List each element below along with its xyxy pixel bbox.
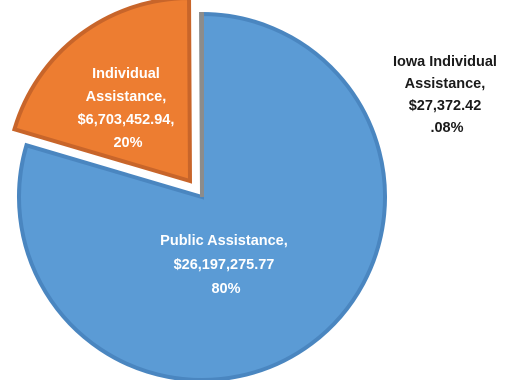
label-line: $6,703,452.94, — [78, 112, 175, 128]
slices-layer — [11, 0, 387, 380]
slice-label-iowa-individual-assistance: Iowa Individual Assistance, $27,372.42 .… — [393, 54, 501, 136]
labels-layer: Public Assistance, $26,197,275.77 80% In… — [78, 54, 501, 297]
label-line: Assistance, — [405, 76, 486, 92]
label-line: .08% — [430, 120, 463, 136]
label-line: 80% — [211, 281, 240, 297]
label-line: $26,197,275.77 — [174, 257, 275, 273]
slice-label-individual-assistance: Individual Assistance, $6,703,452.94, 20… — [78, 66, 179, 151]
pie-slice-2 — [199, 11, 204, 198]
pie-slice-1 — [11, 0, 192, 184]
label-line: $27,372.42 — [409, 98, 482, 114]
label-line: Individual — [92, 66, 160, 82]
label-line: Public Assistance, — [160, 233, 288, 249]
label-line: Assistance, — [86, 89, 167, 105]
slice-label-public-assistance: Public Assistance, $26,197,275.77 80% — [160, 233, 292, 297]
label-line: 20% — [113, 135, 142, 151]
label-line: Iowa Individual — [393, 54, 497, 70]
